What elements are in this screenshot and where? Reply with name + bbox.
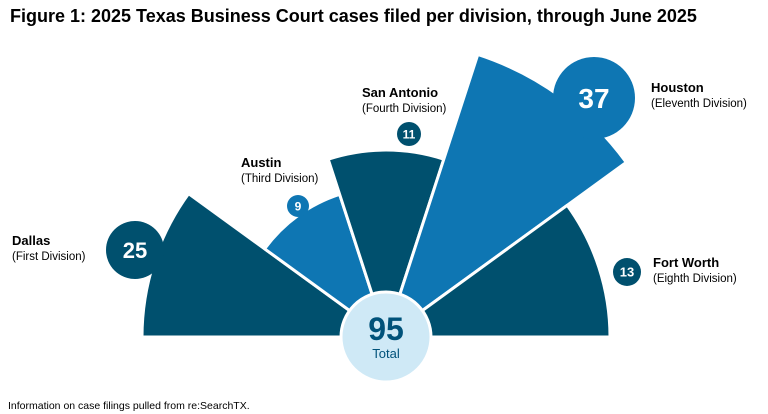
value-bubble-san-antonio: [397, 122, 421, 146]
division-name-fort-worth: Fort Worth: [653, 255, 719, 270]
division-name-dallas: Dallas: [12, 233, 50, 248]
value-label-dallas: 25: [123, 238, 147, 263]
value-bubble-fort-worth: [613, 258, 641, 286]
value-label-houston: 37: [578, 83, 609, 114]
chart-labels: 25 Dallas (First Division) 9 Austin (Third Di…: [12, 57, 747, 286]
total-circle: [339, 290, 433, 384]
value-label-fort-worth: 13: [620, 265, 634, 280]
division-subtitle-san-antonio: (Fourth Division): [362, 103, 447, 115]
division-subtitle-austin: (Third Division): [241, 173, 318, 185]
chart-title: Figure 1: 2025 Texas Business Court case…: [10, 6, 697, 26]
source-footnote: Information on case filings pulled from …: [8, 400, 250, 412]
value-label-austin: 9: [295, 199, 302, 213]
segment-san-antonio: [326, 148, 446, 339]
division-name-houston: Houston: [651, 80, 704, 95]
value-bubble-austin: [287, 195, 309, 217]
total-label: Total: [372, 346, 400, 361]
value-label-san-antonio: 11: [403, 127, 416, 141]
division-name-san-antonio: San Antonio: [362, 85, 438, 100]
total-value: 95: [368, 311, 404, 347]
value-bubble-houston: [553, 57, 635, 139]
value-bubble-dallas: [106, 221, 164, 279]
division-subtitle-fort-worth: (Eighth Division): [653, 273, 737, 285]
division-subtitle-dallas: (First Division): [12, 251, 86, 263]
division-subtitle-houston: (Eleventh Division): [651, 98, 747, 110]
total-indicator: 95 Total: [339, 290, 433, 384]
division-name-austin: Austin: [241, 155, 282, 170]
segment-fort-worth: [384, 203, 612, 339]
